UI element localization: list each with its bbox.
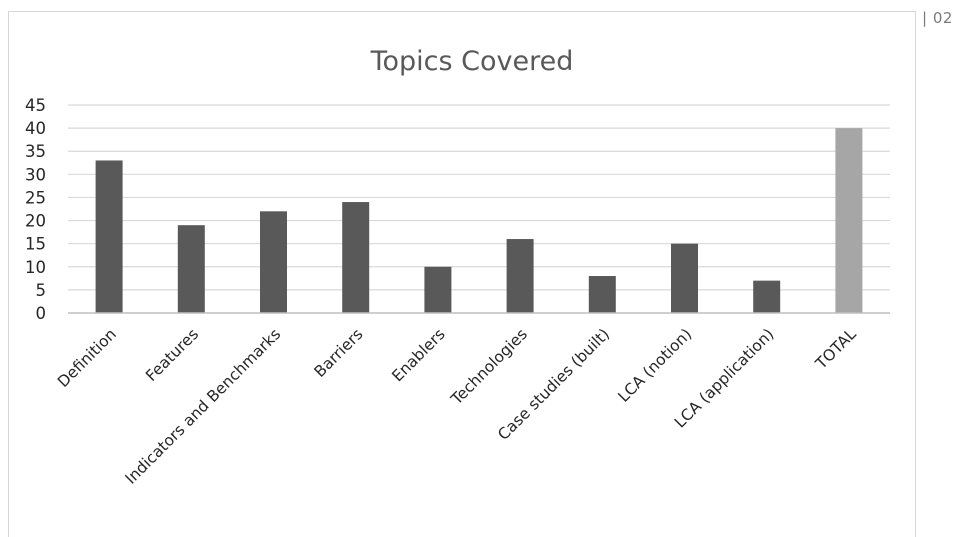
- y-tick-label: 0: [36, 304, 47, 323]
- y-tick-label: 15: [25, 235, 46, 254]
- gridlines: [68, 104, 890, 291]
- chart-title: Topics Covered: [370, 46, 574, 77]
- bar: [671, 243, 698, 313]
- bar: [588, 276, 616, 313]
- bar: [424, 266, 452, 313]
- bar: [342, 202, 370, 313]
- x-category-label: Indicators and Benchmarks: [122, 325, 285, 488]
- bars: [95, 128, 863, 313]
- bar: [260, 211, 287, 313]
- y-tick-label: 35: [25, 142, 46, 161]
- y-tick-label: 20: [25, 212, 46, 231]
- y-tick-label: 5: [36, 281, 47, 300]
- bar: [835, 128, 863, 313]
- y-tick-label: 45: [25, 96, 46, 115]
- x-category-label: Barriers: [311, 325, 367, 381]
- bar: [95, 160, 123, 313]
- bar: [753, 280, 781, 313]
- page-number: | 02: [922, 9, 953, 27]
- x-category-label: Technologies: [447, 325, 531, 409]
- y-tick-label: 25: [25, 188, 46, 207]
- bar: [506, 239, 534, 313]
- y-tick-label: 10: [25, 258, 46, 277]
- x-category-label: Enablers: [388, 325, 448, 385]
- x-category-label: TOTAL: [812, 325, 860, 373]
- bar: [177, 225, 205, 313]
- y-tick-label: 40: [25, 119, 46, 138]
- chart-frame: [8, 11, 916, 537]
- x-category-label: LCA (notion): [615, 325, 696, 406]
- x-category-label: Definition: [54, 325, 120, 391]
- y-tick-label: 30: [25, 165, 46, 184]
- x-category-label: Features: [142, 325, 202, 385]
- y-axis-ticks: 0 5 10 15 20 25 30 35 40 45: [25, 96, 46, 323]
